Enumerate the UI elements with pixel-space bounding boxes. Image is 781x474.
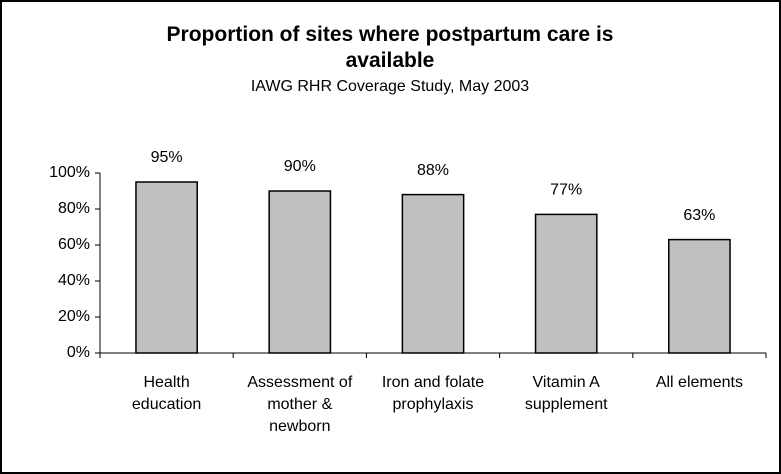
bar	[135, 181, 198, 354]
y-tick-label: 20%	[58, 308, 90, 325]
x-tick-label: Assessment of mother & newborn	[247, 374, 353, 435]
bar	[668, 238, 731, 354]
value-label: 88%	[417, 162, 449, 179]
x-tick-label: Health education	[131, 374, 202, 413]
value-label: 77%	[550, 182, 582, 199]
bar	[268, 190, 332, 354]
bar	[401, 193, 465, 354]
chart-subtitle: IAWG RHR Coverage Study, May 2003	[250, 78, 530, 95]
bar	[534, 213, 598, 354]
value-label: 63%	[683, 207, 715, 224]
chart-title: Proportion of sites where postpartum car…	[166, 23, 614, 72]
value-label: 90%	[284, 158, 316, 175]
x-tick-label: Vitamin A supplement	[524, 374, 608, 413]
value-label: 95%	[151, 149, 183, 166]
x-tick-label: All elements	[655, 374, 743, 391]
y-tick-label: 100%	[49, 164, 90, 181]
y-tick-label: 60%	[58, 236, 90, 253]
y-tick-label: 40%	[58, 272, 90, 289]
x-tick-label: Iron and folate prophylaxis	[381, 374, 485, 413]
y-tick-label: 0%	[67, 344, 90, 361]
y-tick-label: 80%	[58, 200, 90, 217]
